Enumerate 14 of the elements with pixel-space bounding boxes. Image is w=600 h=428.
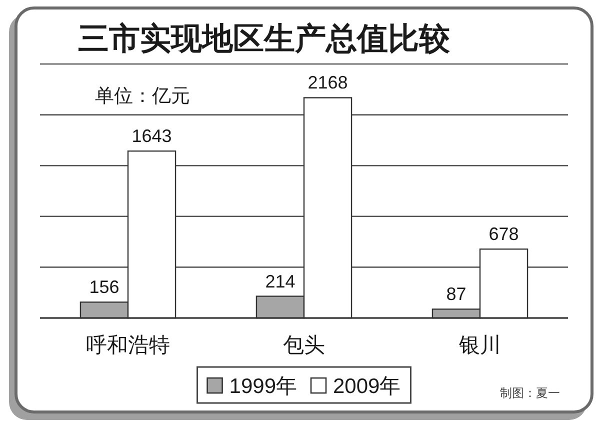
data-label: 1643 (132, 126, 172, 146)
x-tick-label: 呼和浩特 (86, 333, 170, 357)
data-label: 214 (265, 271, 296, 292)
data-label: 156 (89, 277, 120, 298)
ylabel: 单位：亿元 (95, 86, 190, 107)
x-tick-label: 银川 (459, 333, 501, 357)
data-label: 87 (446, 284, 466, 304)
legend-label: 1999年 (229, 375, 297, 398)
annotation: 制图：夏一 (500, 386, 560, 400)
x-tick-label: 包头 (283, 333, 325, 357)
data-label: 678 (488, 224, 519, 244)
title: 三市实现地区生产总值比较 (78, 21, 450, 56)
data-label: 2168 (308, 72, 348, 93)
legend-label: 2009年 (333, 375, 401, 398)
